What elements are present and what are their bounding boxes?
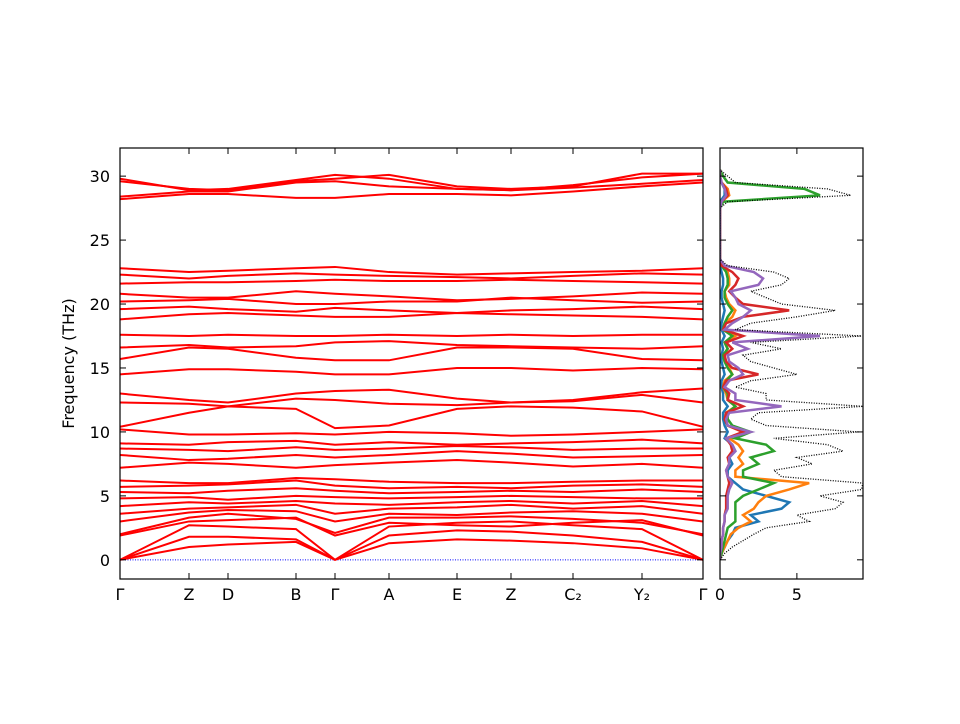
pdos-line [720,169,821,560]
x-tick-label: C₂ [564,585,582,604]
y-tick-label: 10 [90,423,110,442]
x-tick-label: Z [506,585,517,604]
y-tick-label: 30 [90,167,110,186]
band-line [120,428,703,437]
band-line [120,296,703,306]
band-line [120,172,703,192]
x-tick-label: Γ [331,585,340,604]
band-plot-area [120,172,703,562]
x-tick-label: D [222,585,234,604]
band-line [120,459,703,469]
dos-x-tick-label: 0 [715,585,725,604]
x-tick-label: Γ [699,585,708,604]
band-line [120,346,703,362]
band-line [120,529,703,561]
band-line [120,538,703,561]
x-tick-label: Z [184,585,195,604]
band-line [120,494,703,501]
y-tick-label: 20 [90,295,110,314]
x-tick-label: Y₂ [633,585,650,604]
band-line [120,181,703,201]
band-line [120,405,703,430]
x-tick-label: E [452,585,462,604]
pdos-line [720,169,790,560]
band-line [120,272,703,280]
band-line [120,499,703,508]
pdos-line [720,169,792,561]
band-line [120,333,703,338]
band-line [120,503,703,515]
band-line [120,366,703,376]
band-line [120,508,703,523]
dos-axes-frame [719,147,864,580]
band-line [120,520,703,562]
x-tick-label: B [291,585,302,604]
y-tick-label: 5 [100,487,110,506]
pdos-line [720,169,821,561]
band-line [120,450,703,462]
band-line [120,476,703,485]
dos-x-tick-label: 5 [792,585,802,604]
band-line [120,278,703,285]
band-line [120,311,703,321]
band-line [120,178,703,198]
band-line [120,479,703,490]
band-line [120,516,703,537]
band-line [120,393,703,408]
band-line [120,387,703,404]
band-line [120,438,703,446]
band-line [120,512,703,536]
band-line [120,340,703,350]
band-line [120,487,703,495]
band-line [120,265,703,276]
y-axis-label: Frequency (THz) [59,298,78,428]
y-tick-label: 15 [90,359,110,378]
band-line [120,290,703,302]
x-tick-label: A [384,585,395,604]
y-tick-label: 25 [90,231,110,250]
band-axes-frame [119,147,704,580]
y-tick-label: 0 [100,551,110,570]
x-tick-label: Γ [116,585,125,604]
band-line [120,444,703,453]
total-dos-line [720,169,863,561]
band-line [120,305,703,314]
dos-plot-area [720,169,863,561]
